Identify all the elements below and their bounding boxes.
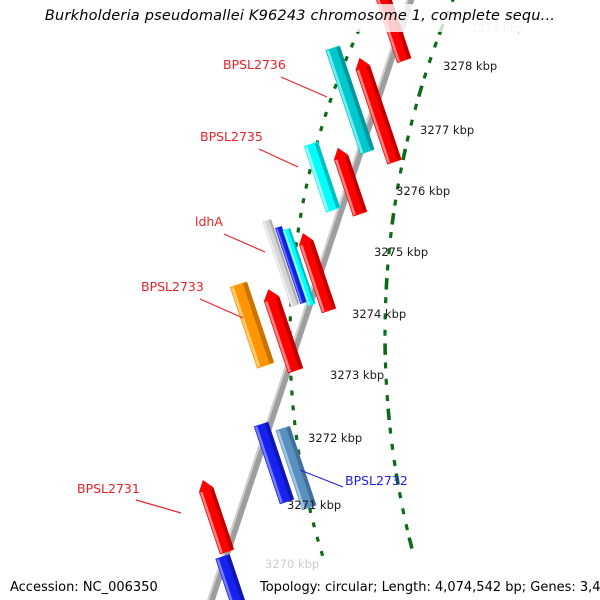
gene-feature[interactable]: [229, 281, 275, 369]
axis-tick-label: 3274 kbp: [352, 307, 407, 321]
gene-feature[interactable]: [325, 45, 375, 155]
gene-feature[interactable]: [253, 421, 295, 505]
axis-tick-label: 3277 kbp: [420, 123, 475, 137]
axis-tick-label: 3272 kbp: [308, 431, 363, 445]
gene-label-bpsl2731[interactable]: BPSL2731: [77, 481, 140, 496]
gene-feature[interactable]: [196, 478, 235, 555]
gene-feature[interactable]: [352, 55, 402, 165]
gene-feature[interactable]: [303, 141, 341, 213]
page-title: Burkholderia pseudomallei K96243 chromos…: [44, 8, 556, 24]
gene-feature[interactable]: [262, 218, 300, 308]
gene-feature[interactable]: [261, 287, 304, 374]
axis-tick-label: 3271 kbp: [287, 498, 342, 512]
gene-feature[interactable]: [274, 225, 308, 305]
label-leader-lines: [135, 76, 344, 514]
gene-feature[interactable]: [215, 554, 249, 600]
gene-label-bpsl2733[interactable]: BPSL2733: [141, 279, 204, 294]
gene-features[interactable]: [196, 0, 412, 600]
gene-label-bpsl2736[interactable]: BPSL2736: [223, 57, 286, 72]
tick-arc-outer: [383, 0, 455, 550]
gene-feature[interactable]: [296, 231, 337, 314]
axis-tick-label: 3278 kbp: [443, 59, 498, 73]
axis-tick-label: 3275 kbp: [374, 245, 429, 259]
gene-feature[interactable]: [282, 227, 316, 307]
axis-tick-label: 3270 kbp: [265, 557, 320, 571]
axis-tick-label: 3276 kbp: [396, 184, 451, 198]
gene-feature[interactable]: [275, 425, 317, 511]
gene-label-bpsl2735[interactable]: BPSL2735: [200, 129, 263, 144]
gene-feature[interactable]: [331, 145, 368, 217]
title-backdrop: [0, 4, 600, 32]
gene-label-ldha[interactable]: ldhA: [195, 214, 223, 229]
gene-label-bpsl2732[interactable]: BPSL2732: [345, 473, 408, 488]
axis-tick-label: 3273 kbp: [330, 368, 385, 382]
